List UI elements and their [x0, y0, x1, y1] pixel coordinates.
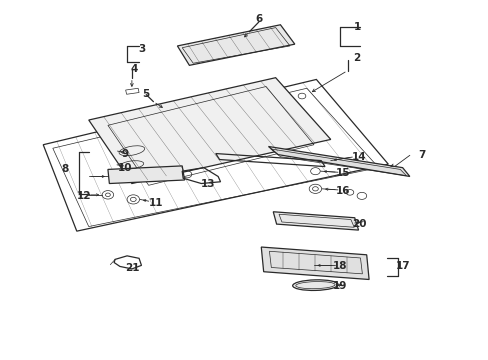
Ellipse shape — [292, 280, 338, 291]
Text: 17: 17 — [394, 261, 409, 271]
Text: 13: 13 — [201, 179, 215, 189]
Polygon shape — [177, 25, 294, 66]
Polygon shape — [268, 147, 409, 176]
Text: 16: 16 — [335, 186, 349, 195]
Text: 9: 9 — [121, 149, 128, 158]
Text: 19: 19 — [332, 281, 347, 291]
Text: 8: 8 — [61, 165, 68, 174]
Text: 4: 4 — [130, 64, 138, 74]
Text: 10: 10 — [117, 163, 132, 173]
Text: 2: 2 — [353, 53, 360, 63]
Text: 5: 5 — [142, 89, 150, 99]
Text: 20: 20 — [351, 219, 366, 229]
Text: 21: 21 — [124, 263, 139, 273]
Text: 15: 15 — [335, 168, 349, 178]
Text: 7: 7 — [417, 150, 425, 160]
Text: 14: 14 — [351, 152, 366, 162]
Text: 11: 11 — [148, 198, 163, 208]
Polygon shape — [108, 166, 184, 184]
Text: 12: 12 — [77, 191, 91, 201]
Polygon shape — [89, 78, 330, 184]
Polygon shape — [273, 212, 358, 230]
Text: 18: 18 — [332, 261, 347, 271]
Text: 3: 3 — [138, 45, 145, 54]
Text: 1: 1 — [353, 22, 360, 32]
Polygon shape — [261, 247, 368, 279]
Text: 6: 6 — [255, 14, 262, 24]
